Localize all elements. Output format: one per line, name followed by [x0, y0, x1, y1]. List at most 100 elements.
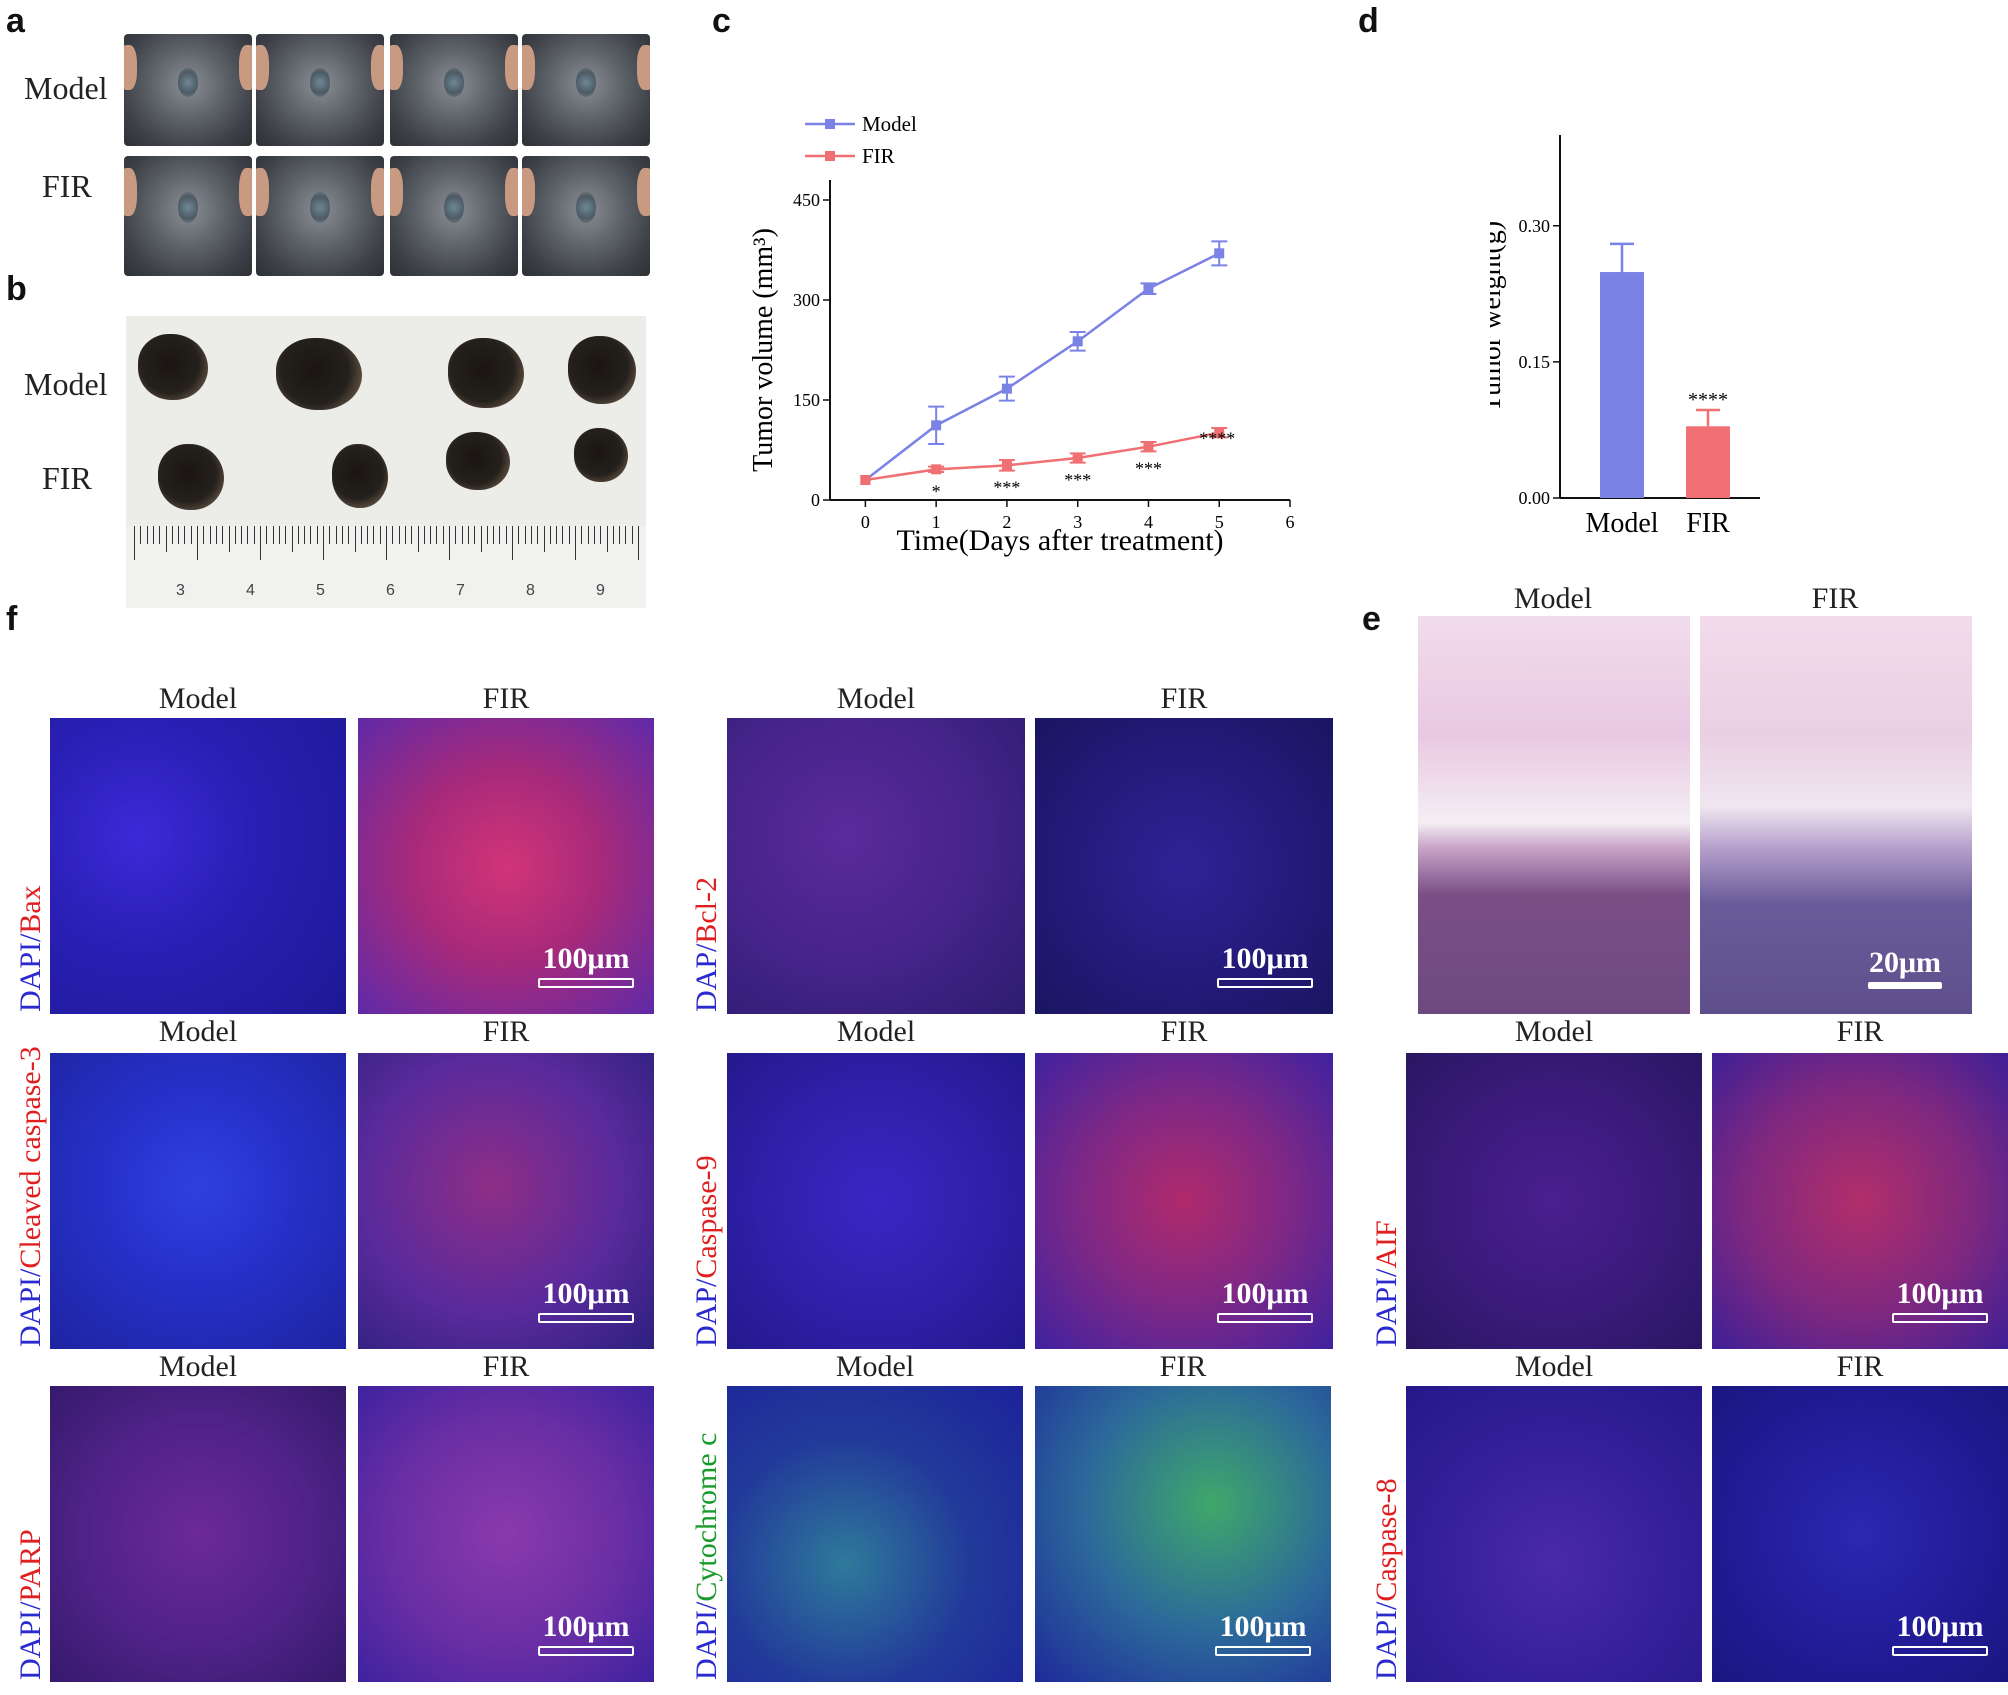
series-line-model: [864, 252, 1220, 481]
scale-label: 100μm: [542, 1610, 630, 1643]
row-label-fir-a: FIR: [42, 168, 92, 204]
tumor-weight-chart: 0.00 0.15 0.30 Tumor weight(g) Model FIR ****: [1490, 135, 1760, 539]
legend-marker: [825, 119, 835, 129]
casp3-title-fir: FIR: [482, 1015, 530, 1048]
casp9-stain-label: DAP/Caspase-9: [690, 1155, 724, 1347]
ruler: 3 4 5 6 7 8 9: [126, 526, 646, 608]
x-axis-label: Time(Days after treatment): [896, 524, 1223, 557]
scale-label: 100μm: [1896, 1277, 1984, 1310]
scale-bar: [1217, 978, 1313, 988]
casp3-image-model: [50, 1053, 346, 1349]
data-point-fir: [1143, 441, 1154, 452]
ruler-number: 6: [386, 582, 395, 599]
he-scale-bar: [1868, 982, 1942, 989]
aif-stain-label: DAPI/AIF: [1370, 1220, 1404, 1347]
bcl2-title-fir: FIR: [1160, 682, 1208, 715]
casp9-image-fir: 100μm: [1035, 1053, 1333, 1349]
scale-bar: [1892, 1313, 1988, 1323]
y-tick-label: 0.30: [1519, 216, 1551, 236]
legend-label: FIR: [862, 144, 895, 168]
he-image-model: [1418, 616, 1690, 1014]
legend-label: Model: [862, 112, 917, 136]
casp3-image-fir: 100μm: [358, 1053, 654, 1349]
y-axis-label: Tumor weight(g): [1490, 221, 1507, 412]
y-tick-label: 300: [793, 290, 820, 310]
mouse-photo-model-4: [522, 34, 650, 146]
he-title-fir: FIR: [1811, 582, 1859, 615]
mouse-photo-model-2: [256, 34, 384, 146]
casp8-image-model: [1406, 1386, 1702, 1682]
panel-label-f: f: [6, 600, 18, 638]
panel-label-a: a: [6, 2, 25, 40]
data-point-model: [1072, 336, 1083, 347]
ruler-number: 3: [176, 582, 185, 599]
scale-label: 100μm: [1221, 942, 1309, 975]
scale-bar: [538, 1313, 634, 1323]
aif-title-model: Model: [1514, 1015, 1594, 1048]
dapi-label: DAP/: [690, 1278, 723, 1347]
cytc-title-model: Model: [835, 1350, 915, 1383]
bax-stain-label: DAPI/Bax: [14, 885, 48, 1012]
significance-mark: ***: [993, 477, 1020, 497]
parp-stain-label: DAPI/PARP: [14, 1529, 48, 1680]
casp8-title-fir: FIR: [1836, 1350, 1884, 1383]
marker-label: Bax: [14, 885, 47, 934]
aif-title-fir: FIR: [1836, 1015, 1884, 1048]
mouse-photo-model-3: [390, 34, 518, 146]
y-tick-label: 0.00: [1519, 488, 1551, 508]
bax-title-model: Model: [158, 682, 238, 715]
cytc-image-model: [727, 1386, 1023, 1682]
bcl2-image-fir: 100μm: [1035, 718, 1333, 1014]
casp9-title-fir: FIR: [1160, 1015, 1208, 1048]
x-tick-label: 2: [1002, 512, 1011, 532]
category-label: Model: [1585, 508, 1658, 539]
mouse-photo-fir-1: [124, 156, 252, 276]
data-point-fir: [1072, 453, 1083, 463]
data-point-model: [931, 420, 942, 431]
significance-mark: *: [932, 481, 941, 501]
y-tick-label: 0: [811, 490, 820, 510]
casp8-stain-label: DAPI/Caspase-8: [1370, 1478, 1404, 1680]
panel-label-c: c: [712, 2, 731, 40]
marker-label: AIF: [1370, 1220, 1403, 1269]
bar-model: [1600, 272, 1644, 498]
he-scale-label: 20μm: [1869, 946, 1941, 979]
y-tick-label: 150: [793, 390, 820, 410]
panel-label-b: b: [6, 270, 27, 308]
x-tick-label: 4: [1144, 512, 1153, 532]
scale-bar: [538, 1646, 634, 1656]
scale-label: 100μm: [1221, 1277, 1309, 1310]
panel-label-d: d: [1358, 2, 1379, 40]
cytc-stain-label: DAPI/Cytochrome c: [690, 1433, 724, 1680]
row-label-model-a: Model: [24, 70, 108, 106]
marker-label: PARP: [14, 1529, 47, 1602]
data-point-model: [1143, 283, 1154, 294]
category-label: FIR: [1686, 508, 1730, 539]
significance-mark: ***: [1135, 459, 1162, 479]
marker-label: Caspase-8: [1370, 1478, 1403, 1602]
data-point-fir: [931, 464, 942, 475]
data-point-fir: [860, 475, 871, 485]
dapi-label: DAPI/: [1370, 1601, 1403, 1680]
parp-image-fir: 100μm: [358, 1386, 654, 1682]
marker-label: Bcl-2: [690, 876, 723, 944]
casp9-image-model: [727, 1053, 1025, 1349]
dapi-label: DAPI/: [14, 1601, 47, 1680]
bax-title-fir: FIR: [482, 682, 530, 715]
row-label-model-b: Model: [24, 366, 108, 402]
parp-title-model: Model: [158, 1350, 238, 1383]
significance-mark: ****: [1688, 389, 1728, 411]
he-image-fir: 20μm: [1700, 616, 1972, 1014]
mouse-photo-fir-3: [390, 156, 518, 276]
mouse-photo-model-1: [124, 34, 252, 146]
casp8-image-fir: 100μm: [1712, 1386, 2008, 1682]
parp-image-model: [50, 1386, 346, 1682]
ruler-number: 8: [526, 582, 535, 599]
data-point-fir: [1001, 460, 1012, 471]
row-label-fir-b: FIR: [42, 460, 92, 496]
scale-bar: [538, 978, 634, 988]
scale-bar: [1217, 1313, 1313, 1323]
bcl2-stain-label: DAP/Bcl-2: [690, 877, 724, 1012]
dapi-label: DAP/: [690, 943, 723, 1012]
x-tick-label: 5: [1215, 512, 1224, 532]
